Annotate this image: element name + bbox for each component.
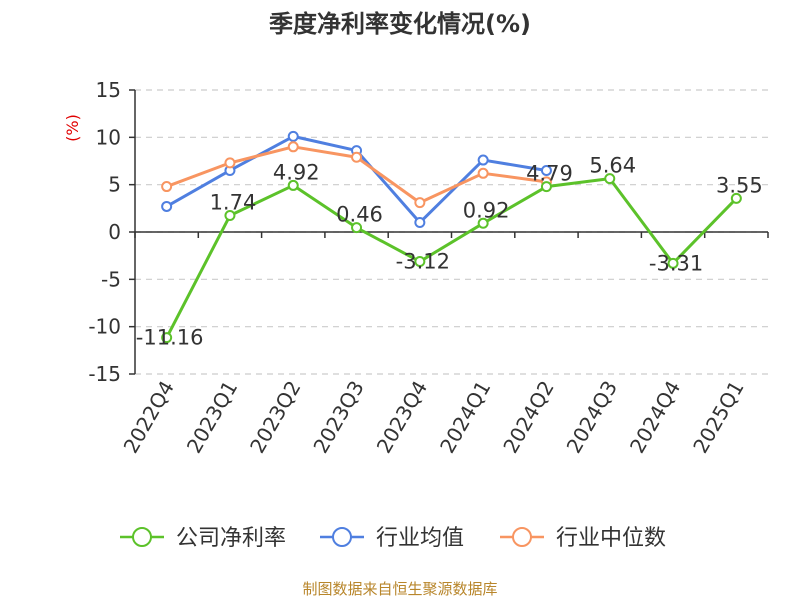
data-point <box>414 256 426 268</box>
legend-label: 公司净利率 <box>176 526 286 551</box>
series-line-0 <box>165 177 738 339</box>
legend-swatch-marker <box>512 527 532 547</box>
data-point <box>161 332 173 344</box>
data-point <box>351 222 363 234</box>
legend-item[interactable]: 公司净利率 <box>120 526 286 551</box>
data-point <box>224 157 236 169</box>
data-point <box>604 173 616 185</box>
data-point <box>477 217 489 229</box>
data-label: -3.31 <box>649 251 703 275</box>
data-label: 0.46 <box>336 203 383 227</box>
data-point <box>477 167 489 179</box>
y-tick-label: 0 <box>108 220 121 244</box>
legend-item[interactable]: 行业均值 <box>320 526 464 551</box>
x-tick-label: 2023Q4 <box>372 377 432 458</box>
data-point <box>667 257 679 269</box>
data-label: 5.64 <box>589 154 636 178</box>
data-point <box>351 151 363 163</box>
chart-title: 季度净利率变化情况(%) <box>269 10 531 38</box>
y-axis-unit-label: (%) <box>63 114 82 142</box>
data-point <box>161 181 173 193</box>
x-tick-label: 2024Q3 <box>562 377 622 458</box>
legend-swatch-marker <box>332 527 352 547</box>
data-point <box>414 197 426 209</box>
axes <box>129 89 769 375</box>
x-tick-label: 2023Q1 <box>182 377 242 458</box>
legend-swatch-marker <box>132 527 152 547</box>
y-tick-label: -15 <box>88 362 121 386</box>
legend[interactable]: 公司净利率 行业均值 行业中位数 <box>120 526 666 551</box>
data-point <box>287 130 299 142</box>
data-point <box>224 210 236 222</box>
x-tick-label: 2025Q1 <box>688 377 748 458</box>
data-label: 4.79 <box>526 162 573 186</box>
y-tick-label: -10 <box>88 315 121 339</box>
y-tick-label: 10 <box>96 125 121 149</box>
legend-label: 行业均值 <box>376 526 464 551</box>
y-tick-label: 15 <box>96 78 121 102</box>
data-point <box>540 164 552 176</box>
data-point <box>161 200 173 212</box>
data-point <box>287 141 299 153</box>
data-label: 0.92 <box>463 198 510 222</box>
x-tick-label: 2023Q2 <box>245 377 305 458</box>
y-tick-label: 5 <box>108 173 121 197</box>
legend-item[interactable]: 行业中位数 <box>500 526 666 551</box>
data-label: 1.74 <box>210 191 257 215</box>
legend-label: 行业中位数 <box>556 526 666 551</box>
x-tick-label: 2022Q4 <box>119 377 179 458</box>
x-tick-label: 2024Q1 <box>435 377 495 458</box>
data-source-note: 制图数据来自恒生聚源数据库 <box>302 580 497 598</box>
data-labels: -11.16 1.74 4.92 0.46 -3.12 0.92 4.79 5.64 -3.31… <box>136 154 763 350</box>
data-label: 3.55 <box>716 173 763 197</box>
x-tick-label: 2024Q4 <box>625 377 685 458</box>
data-point <box>287 179 299 191</box>
data-point <box>730 192 742 204</box>
data-label: -11.16 <box>136 326 204 350</box>
data-label: 4.92 <box>273 160 320 184</box>
data-point <box>414 217 426 229</box>
data-label: -3.12 <box>396 250 450 274</box>
x-tick-label: 2024Q2 <box>498 377 558 458</box>
y-axis-tick-labels: 15 10 5 0 -5 -10 -15 <box>88 78 121 386</box>
y-tick-label: -5 <box>101 267 121 291</box>
data-point <box>540 181 552 193</box>
x-tick-label: 2023Q3 <box>308 377 368 458</box>
x-axis-tick-labels: 2022Q4 2023Q1 2023Q2 2023Q3 2023Q4 2024Q1 2024… <box>119 377 749 458</box>
data-point <box>477 154 489 166</box>
series-lines <box>161 130 742 344</box>
